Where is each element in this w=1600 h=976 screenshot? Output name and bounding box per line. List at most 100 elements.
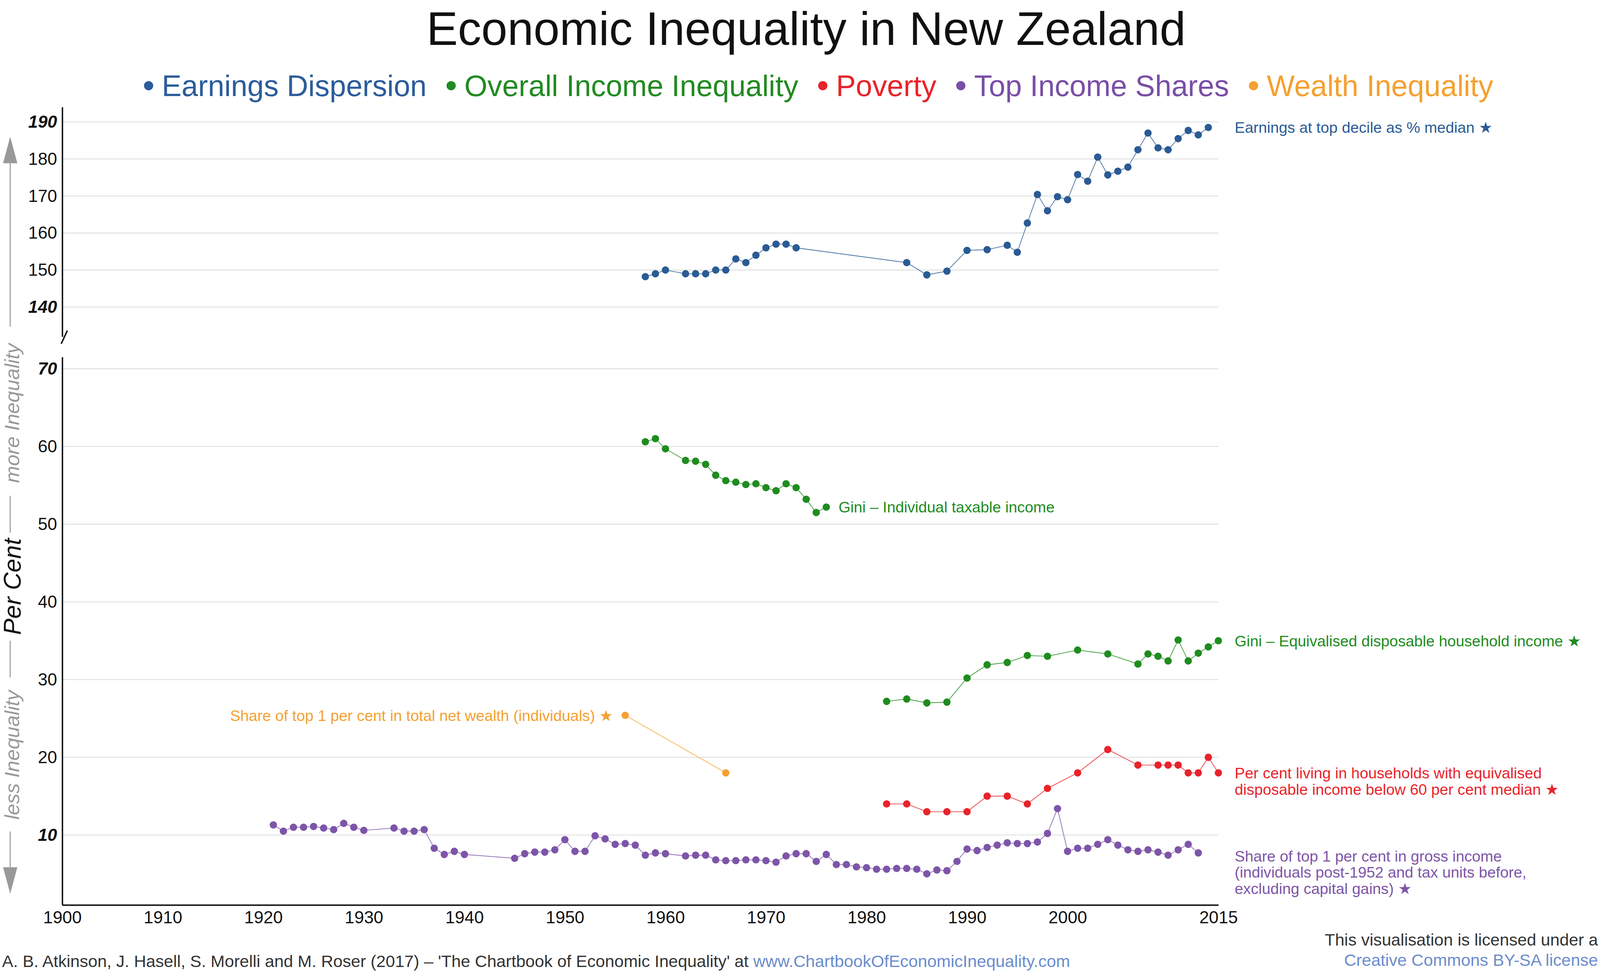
data-point <box>1104 836 1112 844</box>
data-point <box>742 480 750 489</box>
x-tick-label: 1990 <box>948 907 987 927</box>
data-point <box>1144 650 1152 658</box>
data-point <box>812 857 820 866</box>
x-tick-label: 1900 <box>42 907 82 927</box>
data-point <box>732 478 740 486</box>
y2-axis-line <box>61 107 64 338</box>
data-point <box>1013 839 1022 848</box>
series-line <box>273 808 1199 874</box>
data-point <box>1204 123 1213 132</box>
legend-label: Wealth Inequality <box>1266 69 1494 103</box>
data-point <box>963 808 971 816</box>
series-label-line: disposable income below 60 per cent medi… <box>1234 780 1559 798</box>
legend-item: Overall Income Inequality <box>446 69 799 103</box>
data-point <box>279 827 288 836</box>
grid-line <box>62 446 1219 447</box>
data-point <box>651 269 659 278</box>
grid-line <box>62 368 1219 370</box>
y2-tick: 160 <box>28 223 63 243</box>
data-point <box>882 865 891 874</box>
series-layer <box>269 123 1222 878</box>
data-point <box>812 508 820 517</box>
series-label-line: Gini – Equivalised disposable household … <box>1234 632 1582 650</box>
chart: Economic Inequality in New ZealandEarnin… <box>0 0 1600 976</box>
data-point <box>772 858 780 867</box>
data-point <box>682 852 690 860</box>
background <box>0 0 1600 976</box>
series-label: Gini – Individual taxable income <box>838 498 1055 516</box>
y-tick: 30 <box>37 669 63 690</box>
data-point <box>541 848 549 856</box>
data-point <box>1104 746 1112 754</box>
legend-bullet <box>956 81 966 91</box>
data-point <box>269 821 277 829</box>
legend-bullet <box>1248 81 1259 91</box>
axis-note: less Inequality <box>0 689 24 820</box>
data-point <box>1023 219 1032 227</box>
arrow-line <box>9 640 11 678</box>
data-point <box>581 847 589 856</box>
x-tick: 1940 <box>445 905 484 927</box>
data-point <box>1073 646 1082 654</box>
data-point <box>701 269 710 278</box>
data-point <box>772 487 780 495</box>
series-line <box>645 438 827 513</box>
series-labels: Earnings at top decile as % median ★Gini… <box>230 119 1581 898</box>
arrow-line <box>9 163 11 327</box>
axis-break <box>61 330 68 344</box>
x-tick-label: 1910 <box>143 907 183 927</box>
data-point <box>822 503 831 511</box>
data-point <box>551 846 559 854</box>
y2-tick: 190 <box>28 112 63 132</box>
data-point <box>1174 761 1183 770</box>
data-point <box>621 839 629 848</box>
data-point <box>973 846 981 855</box>
y-tick-label: 70 <box>37 358 58 379</box>
legend-bullet <box>818 81 828 91</box>
x-tick-label: 1980 <box>847 907 886 927</box>
data-point <box>993 841 1001 849</box>
data-point <box>1214 769 1223 777</box>
data-point <box>722 476 730 485</box>
data-point <box>1013 248 1022 256</box>
data-point <box>289 823 298 832</box>
series-line <box>625 715 726 774</box>
y2-tick-label: 190 <box>28 112 58 132</box>
grid-line <box>62 121 1219 123</box>
y2-tick: 140 <box>28 297 63 317</box>
license-link: Creative Commons BY-SA license <box>1344 950 1599 970</box>
y-tick: 10 <box>37 825 63 845</box>
y-axis-title: Per Cent <box>0 537 26 636</box>
data-point <box>712 266 720 274</box>
y-tick-label: 60 <box>37 436 58 456</box>
data-point <box>1154 761 1162 770</box>
side-annotation: more InequalityPer Centless Inequality <box>0 136 26 894</box>
legend: Earnings DispersionOverall Income Inequa… <box>144 69 1494 103</box>
y2-tick-label: 170 <box>28 186 58 206</box>
grid-line <box>62 158 1219 160</box>
data-point <box>682 269 690 278</box>
data-point <box>641 273 650 281</box>
data-point <box>1114 841 1122 849</box>
data-point <box>1134 761 1142 770</box>
x-tick-label: 1920 <box>244 907 283 927</box>
data-point <box>1174 134 1183 143</box>
data-point <box>1083 177 1092 185</box>
source: A. B. Atkinson, J. Hasell, S. Morelli an… <box>1 951 1070 971</box>
data-point <box>450 847 459 856</box>
data-point <box>1003 792 1011 800</box>
data-point <box>1204 753 1213 762</box>
data-point <box>923 271 931 279</box>
grid-line <box>62 269 1219 271</box>
data-point <box>591 832 599 840</box>
grid-line <box>62 232 1219 234</box>
data-point <box>1154 652 1162 661</box>
data-point <box>983 246 992 254</box>
data-point <box>1134 660 1142 668</box>
data-point <box>712 471 720 479</box>
series-line <box>886 749 1219 812</box>
x-tick: 1980 <box>847 905 886 927</box>
x-tick-label: 1950 <box>545 907 585 927</box>
y-axis: 10203040506070 <box>37 357 63 906</box>
data-point <box>1114 167 1122 175</box>
